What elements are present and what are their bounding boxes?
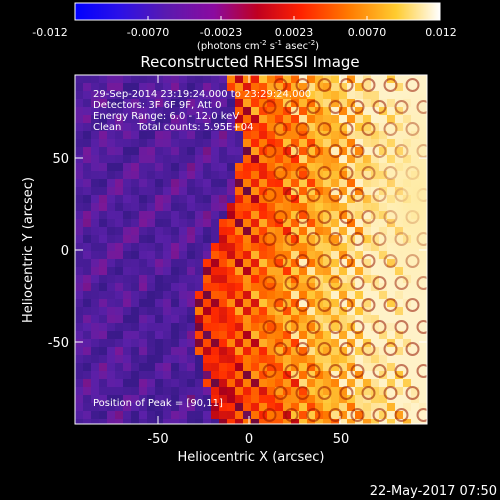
colorbar-tick-label: 0.0070 (348, 26, 387, 39)
y-tick-label: -50 (48, 336, 69, 351)
colorbar-units: (photons cm-2 s-1 asec-2) (197, 39, 319, 52)
x-tick-label: -50 (147, 432, 168, 447)
y-axis-ticks (75, 157, 427, 343)
colorbar-tick-label: -0.012 (32, 26, 67, 39)
x-axis-label: Heliocentric X (arcsec) (178, 450, 325, 465)
colorbar-tick-label: 0.0023 (275, 26, 314, 39)
colorbar-tick-label: -0.0070 (127, 26, 169, 39)
plot-title: Reconstructed RHESSI Image (140, 53, 359, 71)
x-tick-label: 0 (245, 432, 253, 447)
y-axis-label: Heliocentric Y (arcsec) (21, 177, 36, 323)
x-axis-ticks (157, 75, 341, 424)
x-tick-label: 50 (333, 432, 350, 447)
y-tick-label: 0 (61, 244, 69, 259)
y-tick-label: 50 (52, 152, 69, 167)
colorbar-tick-label: 0.012 (425, 26, 457, 39)
colorbar-ticks (74, 16, 441, 20)
colorbar (74, 2, 441, 21)
rhessi-image (75, 75, 427, 424)
peak-position-label: Position of Peak = [90,11] (93, 398, 223, 409)
clean-total-counts-label: Clean Total counts: 5.95E+04 (93, 122, 253, 133)
time-range-label: 29-Sep-2014 23:19:24.000 to 23:29:24.000 (93, 89, 311, 100)
energy-range-label: Energy Range: 6.0 - 12.0 keV (93, 111, 239, 122)
colorbar-tick-label: -0.0023 (200, 26, 242, 39)
timestamp: 22-May-2017 07:50 (370, 484, 497, 499)
detectors-label: Detectors: 3F 6F 9F, Att 0 (93, 100, 221, 111)
